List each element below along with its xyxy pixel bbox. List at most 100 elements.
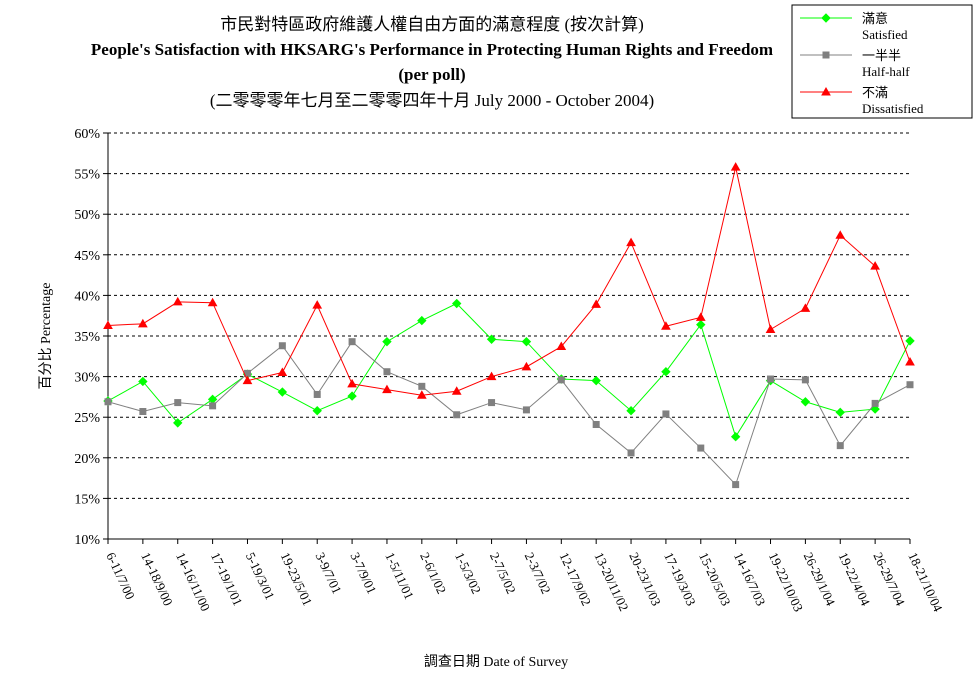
title-per-poll: (per poll) (398, 65, 465, 84)
half-half-point (836, 442, 844, 450)
dissatisfied-point (730, 162, 741, 171)
x-tick-label: 6-11/7/00 (103, 550, 138, 602)
half-half-point (313, 390, 321, 398)
x-tick-label: 15-20/5/03 (696, 550, 734, 608)
satisfied-point (521, 336, 532, 347)
dissatisfied-point (347, 378, 357, 388)
dissatisfied-point (800, 303, 811, 312)
satisfied-point (696, 319, 706, 330)
dissatisfied-point (312, 300, 323, 309)
satisfied-point (905, 336, 915, 346)
dissatisfied-point (905, 356, 915, 366)
satisfied-point (730, 431, 741, 442)
gridlines (108, 132, 910, 499)
dissatisfied-point (138, 318, 148, 328)
half-half-point (348, 338, 356, 346)
satisfied-point (277, 387, 288, 397)
half-half-point (732, 481, 740, 489)
dissatisfied-point (626, 237, 636, 247)
half-half-point (662, 410, 670, 418)
y-tick-label: 20% (74, 452, 100, 467)
x-tick-label: 13-20/11/02 (591, 550, 631, 614)
dissatisfied-point (207, 297, 218, 307)
x-tick-label: 20-23/1/03 (626, 550, 664, 608)
x-tick-label: 14-16/7/03 (731, 550, 769, 608)
satisfied-point (312, 405, 322, 416)
x-tick-label: 26-29/1/04 (801, 550, 839, 608)
half-half-point (557, 376, 565, 384)
series-layer (103, 162, 915, 489)
x-tick-label: 5-19/3/01 (243, 550, 278, 602)
legend-marker-satisfied (821, 13, 831, 23)
legend-marker-half-half (822, 51, 830, 59)
satisfied-point (173, 418, 183, 428)
half-half-point (592, 421, 600, 429)
x-tick-label: 2-3/7/02 (522, 550, 554, 596)
half-half-point (209, 402, 217, 410)
satisfied-point (661, 367, 671, 377)
chart-title: 市民對特區政府維護人權自由方面的滿意程度 (按次計算) People's Sat… (91, 15, 773, 110)
x-tick-label: 3-9/7/01 (312, 550, 344, 596)
satisfied-point (800, 397, 811, 407)
dissatisfied-point (521, 361, 532, 371)
title-date-range: (二零零零年七月至二零零四年十月 July 2000 - October 200… (210, 91, 654, 110)
satisfied-series (103, 298, 915, 442)
x-axis-ticks: 6-11/7/00 14-18/9/0014-16/11/0017-19/1/01… (103, 539, 946, 614)
x-axis-title: 調查日期 Date of Survey (424, 654, 568, 670)
dissatisfied-point (765, 324, 776, 334)
half-half-point (174, 399, 182, 407)
dissatisfied-point (277, 367, 288, 377)
legend-box (791, 4, 973, 119)
dissatisfied-point (172, 296, 183, 306)
legend-label-dissatisfied: 不滿 (862, 85, 888, 100)
half-half-series (104, 338, 914, 489)
y-tick-label: 45% (74, 249, 100, 264)
legend-label-satisfied: 滿意 (862, 11, 888, 26)
dissatisfied-point (835, 230, 846, 239)
dissatisfied-point (103, 320, 113, 329)
satisfied-point (626, 405, 636, 416)
half-half-point (627, 449, 635, 457)
half-half-point (871, 399, 879, 407)
half-half-point (767, 375, 775, 383)
dissatisfied-series (103, 162, 915, 399)
half-half-point (104, 398, 112, 406)
satisfied-point (382, 336, 392, 347)
satisfied-point (591, 375, 601, 386)
dissatisfied-point (661, 321, 671, 330)
x-tick-label: 19-22/4/04 (836, 550, 874, 608)
y-tick-label: 50% (74, 208, 100, 223)
half-half-point (906, 381, 914, 389)
x-tick-label: 17-19/3/03 (661, 550, 699, 608)
satisfied-point (486, 334, 497, 344)
dissatisfied-line (107, 166, 911, 396)
legend-label-half-half-en: Half-half (862, 64, 910, 79)
dissatisfied-point (870, 261, 880, 270)
y-tick-label: 40% (74, 289, 100, 304)
x-tick-label: 12-17/9/02 (557, 550, 595, 608)
satisfied-point (451, 298, 462, 309)
title-english: People's Satisfaction with HKSARG's Perf… (91, 40, 773, 59)
dissatisfied-point (242, 375, 253, 385)
satisfied-point (347, 391, 357, 401)
x-tick-label: 1-5/3/02 (452, 550, 484, 596)
y-tick-label: 60% (74, 127, 100, 142)
x-tick-label: 2-6/1/02 (417, 550, 449, 596)
x-tick-label: 14-16/11/00 (173, 550, 213, 614)
half-half-point (488, 399, 496, 407)
dissatisfied-point (451, 386, 462, 395)
half-half-point (801, 376, 809, 384)
half-half-point (278, 342, 286, 350)
legend-marker-dissatisfied (821, 86, 831, 96)
x-tick-label: 2-7/5/02 (487, 550, 519, 596)
legend-label-satisfied-en: Satisfied (862, 27, 908, 42)
satisfied-point (207, 394, 218, 405)
y-tick-label: 15% (74, 492, 100, 507)
x-tick-label: 1-5/11/01 (382, 550, 417, 602)
x-tick-label: 19-23/5/01 (278, 550, 316, 608)
y-tick-label: 10% (74, 533, 100, 548)
x-tick-label: 3-7/9/01 (347, 550, 379, 596)
y-tick-label: 25% (74, 411, 100, 426)
half-half-point (418, 382, 426, 390)
